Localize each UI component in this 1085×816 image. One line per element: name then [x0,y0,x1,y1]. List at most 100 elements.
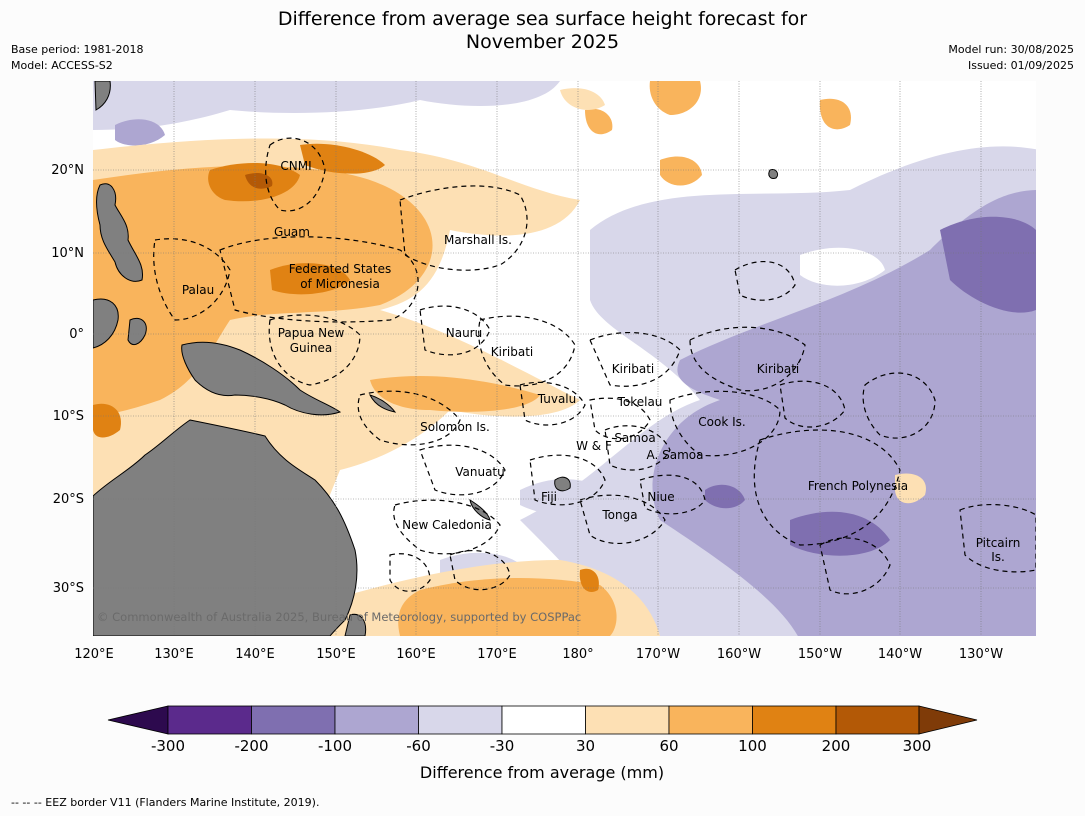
label-wallis-futuna: W & F [576,439,612,453]
eez-border [669,390,781,457]
lat-tick: 30°S [53,581,84,596]
colorbar-segment [752,705,837,735]
region-labels: CNMI Guam Marshall Is. Federated States … [182,159,1020,564]
anomaly-field [790,511,890,556]
anomaly-field [245,173,273,189]
anomaly-field [93,81,560,130]
colorbar-label: 100 [738,737,767,755]
model-run: Model run: 30/08/2025 [948,43,1074,56]
label-tonga: Tonga [601,508,637,522]
graticule [93,81,1036,636]
label-guam: Guam [274,225,310,239]
title-line-1: Difference from average sea surface heig… [277,8,808,30]
label-niue: Niue [647,490,674,504]
lon-tick: 150°W [798,647,842,662]
eez-border [153,238,231,321]
label-png-1: Papua New [278,326,345,340]
eez-border [639,474,706,515]
base-period: Base period: 1981-2018 [11,43,144,56]
label-pitcairn-1: Pitcairn [976,536,1021,550]
label-cnmi: CNMI [280,159,311,173]
meta-left: Base period: 1981-2018 Model: ACCESS-S2 [11,42,143,74]
label-fsm-2: of Micronesia [300,277,380,291]
lat-tick: 0° [69,327,84,342]
anomaly-field [370,375,540,412]
colorbar-extend-low [107,705,169,735]
lat-tick: 10°S [53,409,84,424]
colorbar-labels: -300 -200 -100 -60 -30 30 60 100 200 300 [151,737,931,755]
anomaly-field [520,479,620,516]
colorbar-label: -30 [490,737,515,755]
label-french-polynesia: French Polynesia [808,479,908,493]
copyright-notice: © Commonwealth of Australia 2025, Bureau… [97,610,581,624]
land-philippines [96,183,144,282]
land-taiwan [94,81,111,111]
map-area: CNMI Guam Marshall Is. Federated States … [93,81,1036,636]
lon-tick: 160°W [717,647,761,662]
label-new-caledonia: New Caledonia [402,518,492,532]
eez-border [579,494,666,544]
anomaly-field [819,98,851,130]
colorbar-segment [668,705,753,735]
colorbar-label: -100 [318,737,352,755]
colorbar-label: 200 [822,737,851,755]
eez-border [959,503,1036,573]
label-fiji: Fiji [541,490,557,504]
lon-tick: 170°W [636,647,680,662]
colorbar-label: -200 [234,737,268,755]
eez-border [689,326,806,392]
label-cook: Cook Is. [698,415,745,429]
label-png-2: Guinea [290,341,333,355]
eez-border [419,305,491,356]
colorbar-segment [334,705,419,735]
eez-border [604,425,671,471]
lat-tick: 10°N [51,246,84,261]
lon-tick: 130°W [959,647,1003,662]
land-solomon [369,394,397,413]
land-hawaii [768,169,779,179]
lon-tick: 120°E [74,647,114,662]
land-new-zealand [344,613,367,636]
negative-anomaly-fields [93,81,1036,636]
eez-border [734,261,796,301]
anomaly-field [115,119,165,146]
model-name: Model: ACCESS-S2 [11,59,113,72]
eez-border [419,444,506,496]
anomaly-field [800,247,885,286]
eez-border [268,314,361,386]
latitude-ticks: 20°N 10°N 0° 10°S 20°S 30°S [51,163,84,596]
anomaly-field [895,473,926,504]
label-nauru: Nauru [446,326,482,340]
label-kiribati-central: Kiribati [612,362,654,376]
eez-borders [153,137,1036,595]
colorbar-extend-high [918,705,978,735]
eez-border [589,332,681,387]
anomaly-field [940,216,1036,313]
land-sulawesi [127,317,147,346]
lon-tick: 140°W [878,647,922,662]
lon-tick: 180° [562,647,593,662]
label-tuvalu: Tuvalu [537,392,577,406]
colorbar-label: 30 [576,737,595,755]
anomaly-field [398,578,617,636]
colorbar-segment [501,705,586,735]
anomaly-field [585,108,613,135]
eez-border [529,454,606,506]
colorbar-label: 60 [659,737,678,755]
eez-border [519,381,586,426]
anomaly-field [579,568,599,592]
anomaly-field [93,165,433,415]
lat-tick: 20°S [53,492,84,507]
eez-border [393,499,501,555]
eez-border [819,537,891,595]
label-vanuatu: Vanuatu [455,465,505,479]
label-pitcairn-2: Is. [991,550,1005,564]
land-new-caledonia [469,498,491,521]
colorbar-segment [585,705,670,735]
colorbar-title: Difference from average (mm) [420,763,664,782]
eez-border [753,429,901,546]
land-borneo [93,298,119,349]
anomaly-field [705,484,745,509]
anomaly-field [649,81,701,115]
meta-right: Model run: 30/08/2025 Issued: 01/09/2025 [948,42,1074,74]
